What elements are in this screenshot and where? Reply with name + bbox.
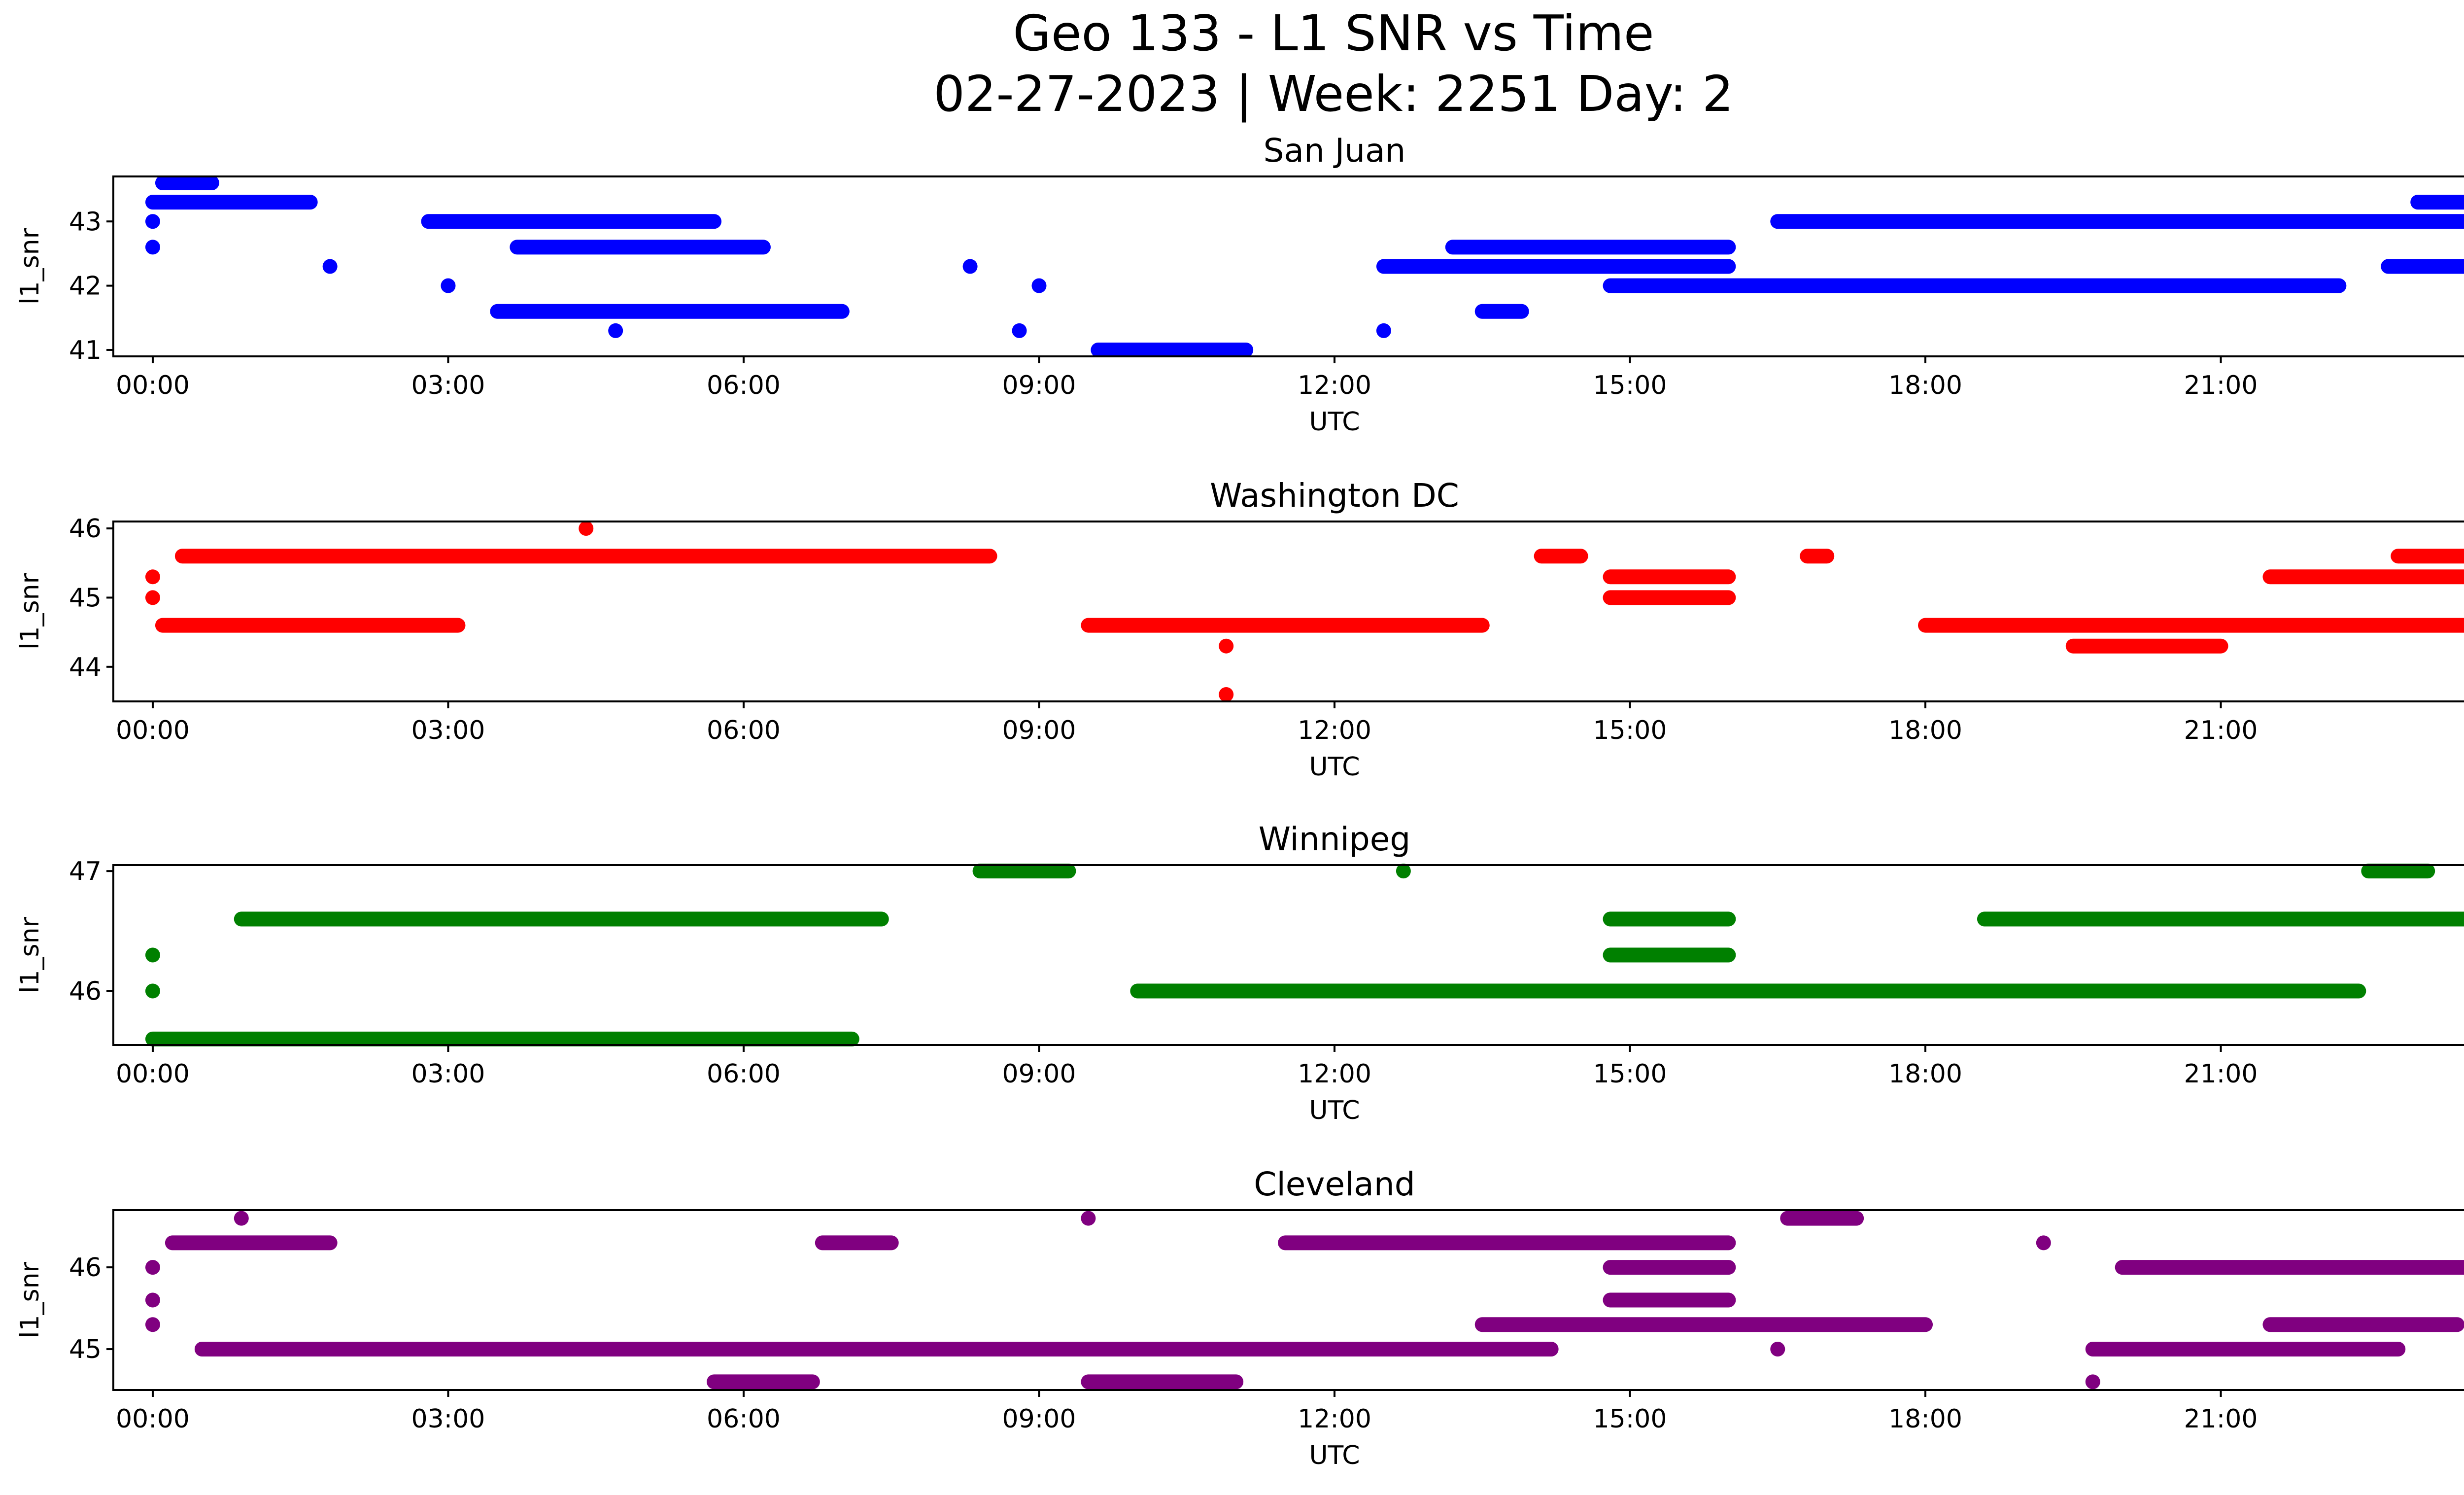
snr-point [145,214,160,229]
panel-title: Washington DC [1210,477,1459,515]
chart-panel-san-juan: San Juan 00:00 03:00 06:00 09:00 12:00 15:00 18… [15,132,2464,437]
y-tick-label: 46 [69,1253,102,1283]
chart-panel-washington-dc: Washington DC 00:00 03:00 06:00 09:00 12:00 15… [15,477,2464,782]
plot-frame [112,864,2464,1046]
figure-title-line2: 02-27-2023 | Week: 2251 Day: 2 [933,65,1733,123]
snr-point [2036,1235,2051,1251]
x-tick-label: 09:00 [1002,1059,1076,1089]
y-axis-label: l1_snr [15,1261,45,1338]
x-axis-label: UTC [1309,407,1360,437]
y-axis-label: l1_snr [15,916,45,993]
snr-point [962,259,978,274]
snr-point [145,1260,160,1275]
x-tick-label: 15:00 [1593,1404,1667,1434]
y-tick-label: 46 [69,977,102,1007]
x-tick-label: 12:00 [1298,716,1371,745]
plot-frame [112,175,2464,357]
x-tick-label: 12:00 [1298,1059,1371,1089]
panel-title: Cleveland [1254,1165,1415,1203]
y-tick-label: 41 [69,336,102,365]
snr-point [1219,638,1234,654]
snr-point [145,983,160,999]
x-tick-label: 09:00 [1002,716,1076,745]
x-tick-label: 09:00 [1002,371,1076,400]
x-tick-label: 21:00 [2184,716,2258,745]
y-tick-label: 44 [69,653,102,682]
y-tick-label: 43 [69,207,102,237]
x-tick-label: 15:00 [1593,716,1667,745]
snr-point [2085,1374,2100,1390]
snr-point [1012,323,1027,338]
y-axis-label: l1_snr [15,573,45,650]
x-tick-label: 18:00 [1888,1404,1962,1434]
snr-point [1219,687,1234,702]
x-axis-label: UTC [1309,1441,1360,1470]
scatter-markers [145,175,2464,357]
x-tick-label: 06:00 [707,1059,781,1089]
snr-point [145,1292,160,1308]
y-tick-label: 45 [69,1335,102,1364]
x-tick-label: 21:00 [2184,371,2258,400]
snr-point [145,569,160,585]
snr-point [322,259,338,274]
y-tick-label: 47 [69,857,102,886]
snr-point [1031,278,1047,293]
y-tick-label: 46 [69,514,102,544]
scatter-markers [145,521,2464,702]
y-tick-label: 42 [69,272,102,301]
chart-panel-winnipeg: Winnipeg 00:00 03:00 06:00 09:00 12:00 15:00 18… [15,820,2464,1125]
panel-title: San Juan [1264,132,1406,170]
x-tick-label: 00:00 [116,1059,190,1089]
snr-point [1081,1211,1096,1226]
x-tick-label: 18:00 [1888,371,1962,400]
x-tick-label: 18:00 [1888,716,1962,745]
x-tick-label: 06:00 [707,1404,781,1434]
x-tick-label: 12:00 [1298,371,1371,400]
snr-point [145,240,160,255]
scatter-markers [145,1211,2464,1390]
chart-panel-cleveland: Cleveland 00:00 03:00 06:00 09:00 12:00 15:00 1… [15,1165,2464,1470]
snr-point [579,521,594,536]
x-tick-label: 00:00 [116,716,190,745]
x-tick-label: 09:00 [1002,1404,1076,1434]
y-tick-label: 45 [69,583,102,613]
figure-title-line1: Geo 133 - L1 SNR vs Time [1013,4,1654,62]
x-axis-label: UTC [1309,1096,1360,1125]
snr-point [608,323,623,338]
x-tick-label: 18:00 [1888,1059,1962,1089]
x-tick-label: 06:00 [707,371,781,400]
snr-point [145,947,160,963]
snr-point [1376,323,1391,338]
x-tick-label: 03:00 [411,716,485,745]
x-tick-label: 21:00 [2184,1404,2258,1434]
snr-point [145,590,160,605]
x-tick-label: 00:00 [116,1404,190,1434]
x-tick-label: 12:00 [1298,1404,1371,1434]
x-tick-label: 06:00 [707,716,781,745]
snr-point [1770,1342,1785,1357]
x-tick-label: 15:00 [1593,371,1667,400]
x-tick-label: 15:00 [1593,1059,1667,1089]
snr-point [1396,864,1411,879]
snr-point [234,1211,249,1226]
snr-point [145,1317,160,1332]
x-tick-label: 03:00 [411,1404,485,1434]
scatter-markers [145,864,2464,1046]
x-tick-label: 21:00 [2184,1059,2258,1089]
plot-frame [112,521,2464,702]
panel-title: Winnipeg [1259,820,1411,858]
x-axis-label: UTC [1309,752,1360,782]
y-axis-label: l1_snr [15,228,45,305]
snr-point [441,278,456,293]
x-tick-label: 03:00 [411,1059,485,1089]
x-tick-label: 00:00 [116,371,190,400]
x-tick-label: 03:00 [411,371,485,400]
